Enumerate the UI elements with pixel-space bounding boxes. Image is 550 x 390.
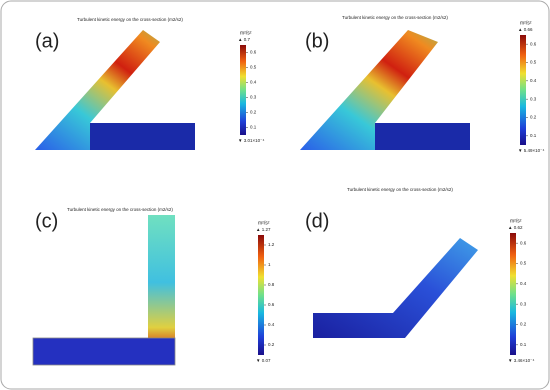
colorbar-tick-label: 0.6 (268, 302, 275, 307)
domain-a (35, 30, 195, 150)
panel-title: Turbulent kinetic energy on the cross-se… (77, 17, 183, 22)
colorbar-tick-label: 1.2 (268, 242, 275, 247)
panel-title: Turbulent kinetic energy on the cross-se… (67, 207, 173, 212)
panel-title: Turbulent kinetic energy on the cross-se… (342, 15, 448, 20)
colorbar-tick-label: 0.3 (250, 95, 257, 100)
colorbar-unit: m²/s² (240, 30, 252, 36)
colorbar-tick-label: 0.2 (250, 110, 257, 115)
colorbar-tick-label: 0.4 (530, 78, 537, 83)
outlet-b (375, 123, 470, 150)
colorbar-max: ▲ 1.27 (256, 227, 271, 232)
colorbar (258, 235, 264, 355)
colorbar-min: ▼ 5.49×10⁻⁴ (518, 148, 544, 153)
colorbar-tick-label: 0.8 (268, 282, 275, 287)
panel-label: (b) (305, 30, 329, 52)
outlet-a (90, 123, 195, 150)
colorbar-unit: m²/s² (520, 20, 532, 26)
colorbar-max: ▲ 0.66 (518, 27, 533, 32)
colorbar-max: ▲ 0.62 (508, 225, 523, 230)
colorbar (520, 35, 526, 145)
colorbar-tick-label: 0.1 (530, 133, 537, 138)
colorbar-min: ▼ 0.07 (256, 358, 271, 363)
colorbar-tick-label: 0.1 (520, 342, 527, 347)
domain-c-horizontal (32, 337, 176, 366)
colorbar-tick-label: 0.2 (530, 115, 537, 120)
colorbar-tick-label: 0.4 (520, 281, 527, 286)
panel-title: Turbulent kinetic energy on the cross-se… (347, 187, 453, 192)
domain-b (300, 30, 470, 150)
colorbar-tick-label: 0.2 (520, 322, 527, 327)
colorbar (240, 45, 246, 135)
colorbar-tick-label: 0.2 (268, 342, 275, 347)
colorbar-tick-label: 0.4 (268, 322, 275, 327)
colorbar-tick-label: 0.5 (520, 261, 527, 266)
colorbar-tick-label: 0.5 (250, 65, 257, 70)
colorbar-tick-label: 0.6 (530, 41, 537, 46)
colorbar-min: ▼ 3.46×10⁻⁴ (508, 358, 534, 363)
colorbar-tick-label: 0.4 (250, 80, 257, 85)
colorbar-unit: m²/s² (510, 218, 522, 224)
domain-d (313, 238, 478, 338)
colorbar-tick-label: 1 (268, 262, 271, 267)
colorbar-tick-label: 0.3 (520, 301, 527, 306)
colorbar (510, 233, 516, 355)
panel-label: (a) (35, 30, 59, 52)
colorbar-tick-label: 0.5 (530, 60, 537, 65)
colorbar-tick-label: 0.6 (250, 50, 257, 55)
colorbar-tick-label: 0.6 (520, 240, 527, 245)
panel-label: (d) (305, 210, 329, 232)
colorbar-tick-label: 0.1 (250, 125, 257, 130)
panel-label: (c) (35, 210, 58, 232)
colorbar-min: ▼ 3.01×10⁻⁴ (238, 138, 264, 143)
colorbar-unit: m²/s² (258, 220, 270, 226)
colorbar-max: ▲ 0.7 (238, 37, 250, 42)
colorbar-tick-label: 0.3 (530, 96, 537, 101)
